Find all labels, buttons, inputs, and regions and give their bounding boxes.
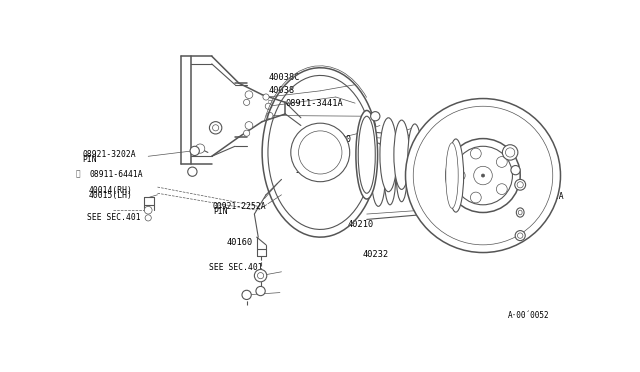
Text: A·00´0052: A·00´0052 xyxy=(508,311,549,320)
Ellipse shape xyxy=(517,182,524,188)
Ellipse shape xyxy=(380,118,397,192)
Text: 08911-3441A: 08911-3441A xyxy=(286,99,344,108)
Ellipse shape xyxy=(406,148,417,199)
Text: 40232: 40232 xyxy=(296,155,322,164)
Text: 08911-6441A: 08911-6441A xyxy=(90,170,143,179)
Text: 40160: 40160 xyxy=(227,238,253,247)
Text: SEE SEC.440: SEE SEC.440 xyxy=(296,135,351,144)
Circle shape xyxy=(506,148,515,157)
Circle shape xyxy=(265,103,271,109)
Circle shape xyxy=(470,192,481,203)
Text: 40038: 40038 xyxy=(269,86,295,95)
Text: PIN: PIN xyxy=(83,155,97,164)
Ellipse shape xyxy=(417,150,426,196)
Text: Ⓝ: Ⓝ xyxy=(268,99,272,108)
Text: N: N xyxy=(372,113,378,119)
Ellipse shape xyxy=(515,179,525,190)
Circle shape xyxy=(190,146,199,155)
Circle shape xyxy=(245,122,253,129)
Circle shape xyxy=(474,166,492,185)
Text: SEE SEC.401: SEE SEC.401 xyxy=(88,214,141,222)
Ellipse shape xyxy=(444,135,452,183)
Ellipse shape xyxy=(371,143,385,206)
Circle shape xyxy=(446,139,520,212)
Text: 40232: 40232 xyxy=(363,250,389,259)
Ellipse shape xyxy=(421,127,433,187)
Circle shape xyxy=(245,91,253,99)
Ellipse shape xyxy=(448,139,463,212)
Text: 40264: 40264 xyxy=(451,170,477,179)
Circle shape xyxy=(244,99,250,106)
Circle shape xyxy=(470,148,481,159)
Circle shape xyxy=(267,112,273,119)
Circle shape xyxy=(242,290,252,299)
Text: 38514: 38514 xyxy=(363,181,389,190)
Text: 40015(LH): 40015(LH) xyxy=(89,191,133,200)
Text: 40265E: 40265E xyxy=(477,199,508,208)
Ellipse shape xyxy=(518,210,522,215)
Text: N: N xyxy=(192,148,198,154)
Circle shape xyxy=(502,145,518,160)
Text: Ⓝ: Ⓝ xyxy=(76,170,80,179)
Circle shape xyxy=(263,94,269,100)
Circle shape xyxy=(298,131,342,174)
Ellipse shape xyxy=(518,233,523,238)
Text: Ⓝ: Ⓝ xyxy=(462,185,467,194)
Ellipse shape xyxy=(408,124,422,189)
Circle shape xyxy=(481,174,484,177)
Circle shape xyxy=(254,269,267,282)
Text: 08921-3202A: 08921-3202A xyxy=(83,150,136,158)
Ellipse shape xyxy=(394,120,410,189)
Ellipse shape xyxy=(396,146,407,202)
Text: 40265: 40265 xyxy=(486,241,512,250)
Text: PIN: PIN xyxy=(518,197,532,206)
Ellipse shape xyxy=(426,151,435,192)
Circle shape xyxy=(497,184,508,195)
Ellipse shape xyxy=(384,145,396,205)
Ellipse shape xyxy=(435,153,443,191)
Circle shape xyxy=(511,166,520,175)
Ellipse shape xyxy=(516,208,524,217)
Text: N: N xyxy=(513,167,518,173)
Ellipse shape xyxy=(515,231,525,241)
Circle shape xyxy=(497,157,508,167)
Ellipse shape xyxy=(356,110,378,199)
Circle shape xyxy=(413,106,553,245)
Text: 40202: 40202 xyxy=(442,149,468,158)
Text: 00921-5402A: 00921-5402A xyxy=(511,192,564,201)
Ellipse shape xyxy=(433,131,444,185)
Circle shape xyxy=(195,144,205,153)
Text: 40207: 40207 xyxy=(396,183,422,192)
Circle shape xyxy=(145,215,151,221)
Circle shape xyxy=(209,122,222,134)
Circle shape xyxy=(371,112,380,121)
Circle shape xyxy=(256,286,265,296)
Text: 40210: 40210 xyxy=(348,220,374,229)
Circle shape xyxy=(257,273,264,279)
Text: 38514: 38514 xyxy=(296,166,322,174)
Circle shape xyxy=(406,99,561,253)
Text: 40222: 40222 xyxy=(401,138,428,147)
Circle shape xyxy=(244,130,250,136)
Text: SEE SEC.401: SEE SEC.401 xyxy=(209,263,262,272)
Text: 00921-2252A: 00921-2252A xyxy=(213,202,266,211)
Circle shape xyxy=(188,167,197,176)
Text: 40038C: 40038C xyxy=(269,73,300,82)
Ellipse shape xyxy=(358,116,375,193)
Text: PIN: PIN xyxy=(213,207,228,216)
Circle shape xyxy=(145,206,152,214)
Ellipse shape xyxy=(446,143,458,208)
Text: N: N xyxy=(189,169,195,175)
Text: 08911-6241A: 08911-6241A xyxy=(477,185,531,194)
Circle shape xyxy=(291,123,349,182)
Circle shape xyxy=(454,146,513,205)
Text: 40014(RH): 40014(RH) xyxy=(89,186,133,195)
Circle shape xyxy=(212,125,219,131)
Circle shape xyxy=(454,170,465,181)
